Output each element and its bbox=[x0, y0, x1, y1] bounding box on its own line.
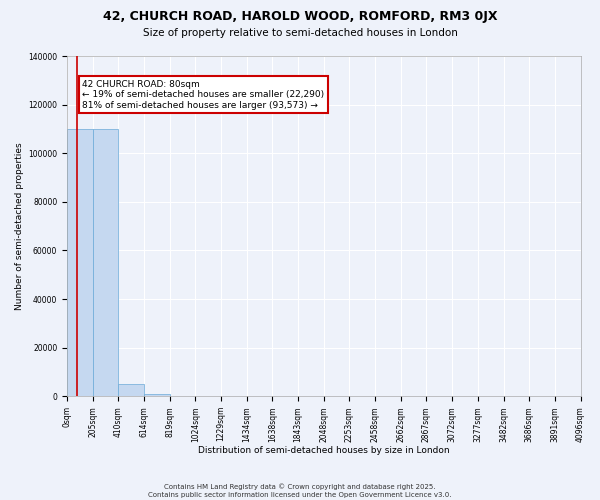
Text: Contains HM Land Registry data © Crown copyright and database right 2025.
Contai: Contains HM Land Registry data © Crown c… bbox=[148, 483, 452, 498]
Text: 42 CHURCH ROAD: 80sqm
← 19% of semi-detached houses are smaller (22,290)
81% of : 42 CHURCH ROAD: 80sqm ← 19% of semi-deta… bbox=[82, 80, 325, 110]
Bar bbox=[118, 384, 144, 396]
Text: Size of property relative to semi-detached houses in London: Size of property relative to semi-detach… bbox=[143, 28, 457, 38]
Y-axis label: Number of semi-detached properties: Number of semi-detached properties bbox=[15, 142, 24, 310]
X-axis label: Distribution of semi-detached houses by size in London: Distribution of semi-detached houses by … bbox=[198, 446, 449, 455]
Text: 42, CHURCH ROAD, HAROLD WOOD, ROMFORD, RM3 0JX: 42, CHURCH ROAD, HAROLD WOOD, ROMFORD, R… bbox=[103, 10, 497, 23]
Bar bbox=[144, 394, 170, 396]
Bar bbox=[93, 129, 118, 396]
Bar bbox=[67, 129, 93, 396]
